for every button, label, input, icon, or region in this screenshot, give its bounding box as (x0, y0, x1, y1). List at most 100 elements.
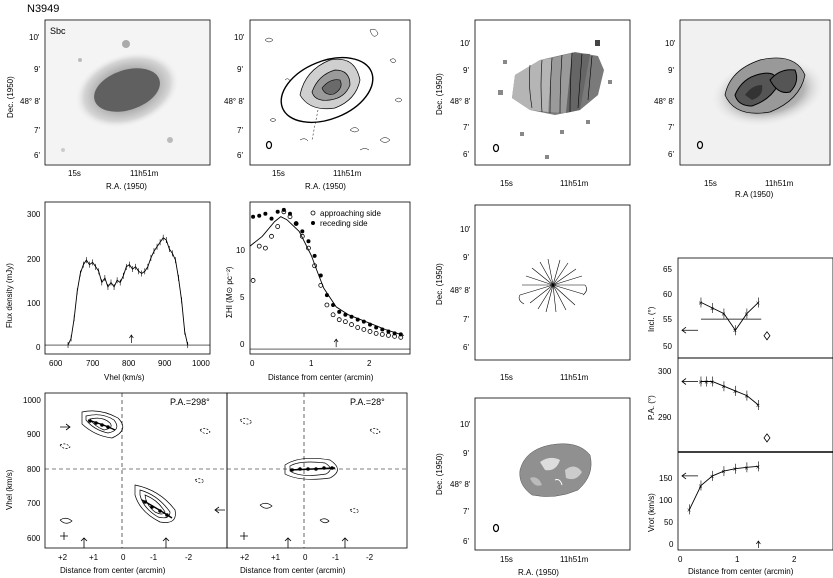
receding-point (349, 314, 354, 319)
dec-tick: 9' (463, 449, 469, 458)
approaching-point (312, 263, 318, 269)
pv-x-tick: -1 (150, 553, 158, 562)
approaching-point (398, 334, 404, 340)
approaching-point (379, 331, 385, 337)
receding-point (361, 319, 366, 324)
optical-image-panel: Sbc 10' 9' 48° 8' 7' 6' 15s 11h51m R.A. … (6, 19, 211, 191)
dec-tick: 9' (237, 65, 243, 74)
flux-line (67, 237, 189, 346)
pv-x-tick: +2 (240, 553, 250, 562)
sigma-x-tick: 2 (367, 359, 372, 368)
pa-point: × (756, 403, 760, 410)
dec-axis-label: Dec. (1950) (6, 76, 15, 118)
dist-x-tick: 0 (678, 555, 683, 564)
pv-left-panel: P.A.=298° (44, 392, 228, 549)
ra-tick: 11h51m (560, 373, 589, 382)
approaching-point (269, 233, 274, 239)
dec-tick: 6' (237, 151, 243, 160)
sigma-plot (249, 207, 410, 350)
dec-tick: 10' (234, 33, 245, 42)
incl-point: × (733, 328, 737, 335)
flux-x-label: Vhel (km/s) (104, 373, 145, 382)
dec-axis-label: Dec. (1950) (435, 73, 444, 115)
receding-point (337, 309, 342, 314)
pa-point: × (744, 394, 748, 401)
ra-tick: 11h51m (560, 555, 589, 564)
vrot-point: × (698, 483, 702, 490)
flux-x-tick: 900 (158, 359, 172, 368)
pa-adopted-arrow (681, 378, 698, 385)
incl-y-tick: 60 (663, 290, 672, 299)
receding-point (251, 214, 256, 219)
approaching-point (256, 243, 262, 249)
dec-tick: 9' (668, 66, 674, 75)
pv-x-tick: 0 (303, 553, 308, 562)
ra-tick: 11h51m (333, 169, 362, 178)
approaching-point (361, 327, 367, 332)
dec-tick: 9' (463, 66, 469, 75)
receding-point (275, 209, 280, 214)
receding-point (318, 273, 323, 278)
receding-point (374, 325, 379, 330)
ra-axis-label: R.A. (1950) (518, 568, 559, 577)
approaching-point (386, 332, 391, 338)
dec-tick: 10' (460, 420, 471, 429)
approaching-point (373, 331, 379, 336)
approaching-point (342, 319, 348, 325)
flux-plot (45, 234, 210, 349)
flux-y-tick: 0 (36, 343, 41, 352)
dec-tick: 48° 8' (20, 97, 41, 106)
flux-x-tick: 1000 (192, 359, 210, 368)
model-velocity-panel: 10' 9' 48° 8' 7' 6' 15s 11h51m Dec. (195… (435, 204, 631, 382)
pa-point: × (721, 384, 725, 391)
dist-x-tick: 2 (792, 555, 797, 564)
dec-tick: 9' (463, 253, 469, 262)
pa-diamond (763, 433, 771, 443)
ra-tick: 11h51m (130, 169, 159, 178)
ra-axis-label: R.A (1950) (735, 190, 774, 199)
approaching-point (355, 325, 361, 330)
pv-x-tick: -2 (185, 553, 193, 562)
vrot-point: × (710, 474, 714, 481)
approaching-point (324, 302, 330, 308)
dec-tick: 48° 8' (224, 97, 245, 106)
receding-point (312, 253, 317, 258)
pv-x-tick: -1 (332, 553, 340, 562)
pv-x-tick: -2 (366, 553, 374, 562)
receding-point (263, 211, 268, 216)
pa-point: × (704, 380, 708, 387)
vrot-adopted-arrow (681, 472, 698, 480)
flux-y-tick: 300 (27, 210, 41, 219)
receding-point (269, 216, 274, 221)
incl-point: × (698, 300, 702, 307)
ra-tick: 15s (704, 179, 717, 188)
galaxy-name: N3949 (27, 3, 59, 15)
residual-field-panel: 10' 9' 48° 8' 7' 6' 15s 11h51m R.A. (195… (435, 397, 631, 577)
receding-point (355, 317, 360, 322)
incl-point: × (710, 306, 714, 313)
flux-y-tick: 200 (27, 255, 41, 264)
dist-x-label: Distance from center (arcmin) (688, 567, 794, 576)
dec-tick: 48° 8' (450, 97, 471, 106)
dec-tick: 6' (463, 343, 469, 352)
flux-x-tick: 700 (86, 359, 100, 368)
vrot-point: × (687, 507, 691, 514)
incl-point: × (756, 300, 760, 307)
sigma-y-tick: 10 (236, 246, 245, 255)
dist-x-tick: 1 (735, 555, 740, 564)
rotation-model-panel: ×××××× × × ××××× ×××× × × × 65 60 55 50 300 2… (647, 257, 833, 576)
incl-y-tick: 50 (663, 342, 672, 351)
approaching-point (306, 245, 311, 251)
legend-receding: receding side (320, 219, 368, 228)
sigma-x-tick: 1 (309, 359, 314, 368)
dec-tick: 48° 8' (654, 97, 675, 106)
morph-type: Sbc (50, 26, 66, 36)
receding-point (368, 322, 372, 327)
dec-tick: 7' (34, 126, 40, 135)
vrot-point: × (733, 467, 737, 474)
incl-point: × (744, 312, 748, 319)
pv-x-tick: +1 (271, 553, 281, 562)
pv-x-label-left: Distance from center (arcmin) (60, 566, 166, 575)
approaching-point (293, 221, 299, 226)
